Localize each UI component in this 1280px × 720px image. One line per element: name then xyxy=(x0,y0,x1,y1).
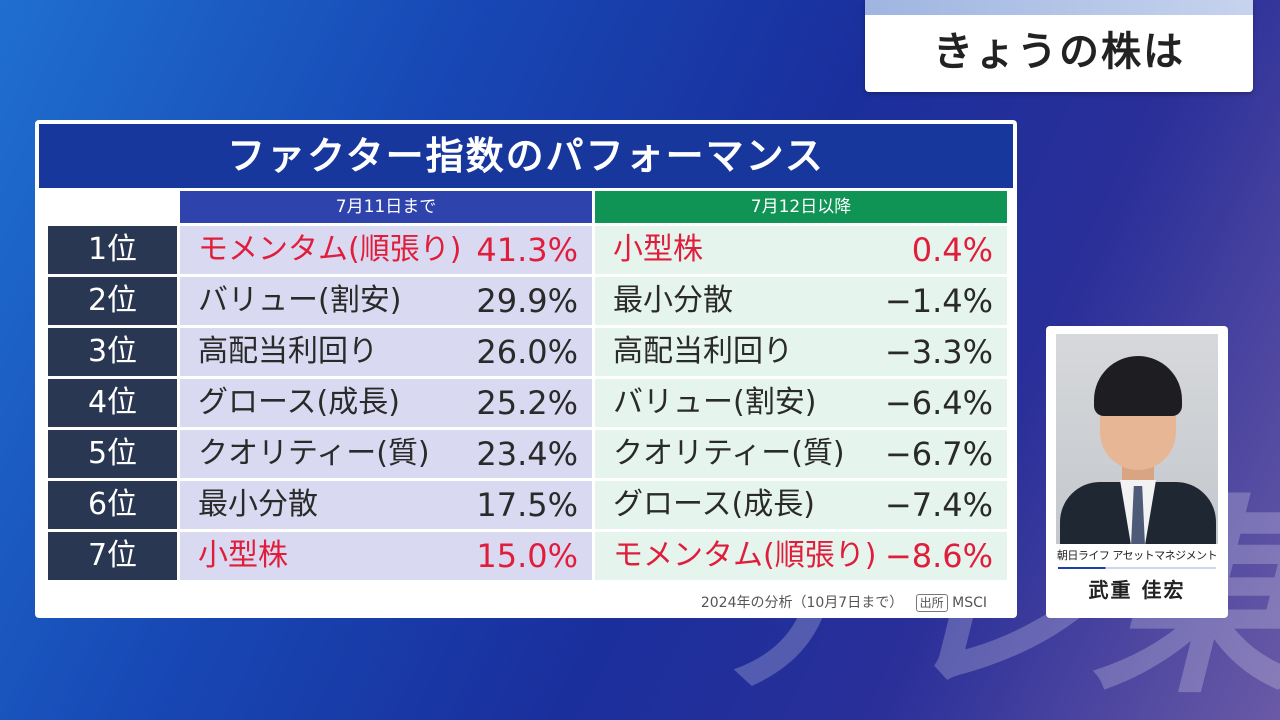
table-row: 5位 クオリティー(質) 23.4% クオリティー(質) −6.7% xyxy=(48,430,1007,478)
rank-label: 1位 xyxy=(48,226,177,274)
table-row: 2位 バリュー(割安) 29.9% 最小分散 −1.4% xyxy=(48,277,1007,325)
left-factor-name: 小型株 xyxy=(198,538,288,573)
left-factor-value: 41.3% xyxy=(476,231,578,269)
left-cell: 最小分散 17.5% xyxy=(180,481,592,529)
source-name: MSCI xyxy=(952,595,987,611)
right-factor-name: モメンタム(順張り) xyxy=(613,538,877,573)
right-factor-value: −7.4% xyxy=(884,486,993,524)
left-factor-name: グロース(成長) xyxy=(198,385,400,420)
guest-name: 武重 佳宏 xyxy=(1088,578,1186,602)
topic-banner: きょうの株は xyxy=(865,0,1253,92)
left-cell: 小型株 15.0% xyxy=(180,532,592,580)
right-factor-name: グロース(成長) xyxy=(613,487,815,522)
left-factor-value: 26.0% xyxy=(476,333,578,371)
right-factor-value: −3.3% xyxy=(884,333,993,371)
right-cell: 最小分散 −1.4% xyxy=(595,277,1007,325)
right-factor-value: −6.4% xyxy=(884,384,993,422)
left-factor-name: バリュー(割安) xyxy=(198,283,402,318)
guest-photo xyxy=(1056,334,1218,544)
rank-label: 4位 xyxy=(48,379,177,427)
right-factor-value: −6.7% xyxy=(884,435,993,473)
column-header-before: 7月11日まで xyxy=(180,191,592,223)
left-cell: モメンタム(順張り) 41.3% xyxy=(180,226,592,274)
factor-performance-panel: ファクター指数のパフォーマンス 7月11日まで 7月12日以降 1位 モメンタム… xyxy=(35,120,1017,618)
right-factor-name: 小型株 xyxy=(613,232,703,267)
left-factor-name: 最小分散 xyxy=(198,487,318,522)
table-row: 7位 小型株 15.0% モメンタム(順張り) −8.6% xyxy=(48,532,1007,580)
column-header-after: 7月12日以降 xyxy=(595,191,1007,223)
guest-profile-card: 朝日ライフ アセットマネジメント 武重 佳宏 xyxy=(1046,326,1228,618)
right-factor-name: クオリティー(質) xyxy=(613,436,845,471)
left-factor-value: 17.5% xyxy=(476,486,578,524)
profile-divider xyxy=(1058,567,1216,569)
right-factor-name: 最小分散 xyxy=(613,283,733,318)
rank-label: 6位 xyxy=(48,481,177,529)
right-cell: モメンタム(順張り) −8.6% xyxy=(595,532,1007,580)
left-factor-value: 25.2% xyxy=(476,384,578,422)
footer-note: 2024年の分析（10月7日まで） xyxy=(700,595,904,611)
left-cell: クオリティー(質) 23.4% xyxy=(180,430,592,478)
table-row: 3位 高配当利回り 26.0% 高配当利回り −3.3% xyxy=(48,328,1007,376)
left-factor-value: 15.0% xyxy=(476,537,578,575)
left-factor-name: モメンタム(順張り) xyxy=(198,232,462,267)
right-cell: 小型株 0.4% xyxy=(595,226,1007,274)
table-row: 4位 グロース(成長) 25.2% バリュー(割安) −6.4% xyxy=(48,379,1007,427)
table-row: 1位 モメンタム(順張り) 41.3% 小型株 0.4% xyxy=(48,226,1007,274)
right-factor-name: 高配当利回り xyxy=(613,334,793,369)
right-cell: グロース(成長) −7.4% xyxy=(595,481,1007,529)
left-cell: バリュー(割安) 29.9% xyxy=(180,277,592,325)
right-factor-value: −1.4% xyxy=(884,282,993,320)
right-factor-value: −8.6% xyxy=(884,537,993,575)
left-cell: グロース(成長) 25.2% xyxy=(180,379,592,427)
right-factor-value: 0.4% xyxy=(911,231,993,269)
left-factor-name: 高配当利回り xyxy=(198,334,378,369)
panel-title: ファクター指数のパフォーマンス xyxy=(39,124,1013,188)
rank-label: 5位 xyxy=(48,430,177,478)
right-cell: バリュー(割安) −6.4% xyxy=(595,379,1007,427)
rank-label: 7位 xyxy=(48,532,177,580)
left-factor-value: 29.9% xyxy=(476,282,578,320)
guest-company: 朝日ライフ アセットマネジメント xyxy=(1056,549,1218,562)
rank-label: 2位 xyxy=(48,277,177,325)
right-cell: クオリティー(質) −6.7% xyxy=(595,430,1007,478)
source-tag: 出所 xyxy=(915,594,948,612)
topic-banner-strip xyxy=(865,0,1253,15)
rank-label: 3位 xyxy=(48,328,177,376)
topic-title: きょうの株は xyxy=(933,29,1185,75)
left-factor-name: クオリティー(質) xyxy=(198,436,430,471)
table-row: 6位 最小分散 17.5% グロース(成長) −7.4% xyxy=(48,481,1007,529)
left-cell: 高配当利回り 26.0% xyxy=(180,328,592,376)
right-factor-name: バリュー(割安) xyxy=(613,385,817,420)
left-factor-value: 23.4% xyxy=(476,435,578,473)
source-footer: 2024年の分析（10月7日まで） 出所 MSCI xyxy=(701,592,987,612)
right-cell: 高配当利回り −3.3% xyxy=(595,328,1007,376)
